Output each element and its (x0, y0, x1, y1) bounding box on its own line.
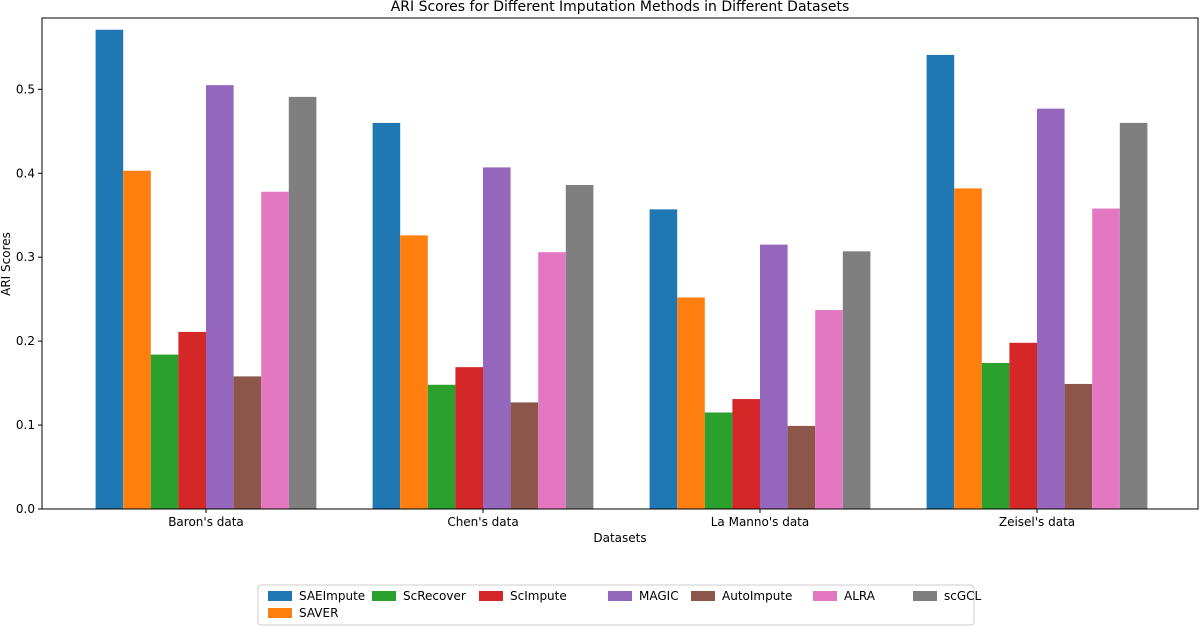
y-axis-label: ARI Scores (0, 232, 13, 296)
legend-swatch-scimpute (479, 591, 503, 601)
y-tick-label: 0.5 (16, 82, 35, 96)
bar-magic-0 (206, 85, 234, 510)
bar-alra-0 (261, 191, 289, 509)
legend-label-saver: SAVER (299, 606, 338, 620)
bar-screcover-2 (704, 412, 733, 509)
bar-magic-1 (483, 167, 511, 509)
bar-screcover-3 (981, 362, 1010, 509)
legend-label-screcover: ScRecover (403, 589, 466, 603)
legend-swatch-saver (268, 608, 292, 618)
bar-scimpute-3 (1009, 342, 1037, 509)
bar-autoimpute-1 (510, 402, 539, 509)
bar-saeimpute-0 (95, 29, 124, 509)
bar-saver-1 (400, 235, 428, 509)
legend: SAEImpute SAVER ScRecover ScImpute MAGIC Auto… (257, 584, 982, 626)
bar-scimpute-0 (178, 331, 206, 509)
bar-scimpute-1 (455, 367, 483, 509)
x-tick-label: Baron's data (168, 515, 244, 529)
y-tick-label: 0.2 (16, 334, 35, 348)
bar-autoimpute-3 (1064, 383, 1093, 509)
legend-swatch-screcover (372, 591, 396, 601)
x-tick-label: Chen's data (447, 515, 518, 529)
bar-magic-2 (760, 244, 788, 509)
legend-box (257, 584, 975, 626)
bar-alra-2 (815, 310, 843, 509)
y-axis: 0.0 0.1 0.2 0.3 0.4 0.5 (16, 82, 42, 516)
legend-label-autoimpute: AutoImpute (722, 589, 792, 603)
x-tick-label: Zeisel's data (999, 515, 1075, 529)
bar-autoimpute-2 (787, 425, 816, 509)
y-tick-label: 0.3 (16, 250, 35, 264)
legend-label-scgcl: scGCL (944, 589, 982, 603)
bars-group (95, 29, 1148, 510)
x-tick-label: La Manno's data (711, 515, 810, 529)
legend-swatch-autoimpute (691, 591, 715, 601)
plot-frame (41, 17, 1199, 510)
legend-label-saeimpute: SAEImpute (299, 589, 365, 603)
bar-scgcl-3 (1119, 122, 1148, 510)
legend-label-alra: ALRA (844, 589, 876, 603)
bar-saver-3 (954, 188, 982, 509)
legend-label-magic: MAGIC (639, 589, 679, 603)
bar-scgcl-2 (842, 251, 871, 510)
bar-magic-3 (1037, 108, 1065, 510)
bar-saver-0 (123, 170, 151, 509)
bar-saeimpute-2 (649, 209, 678, 509)
bar-saeimpute-3 (926, 54, 955, 509)
bar-scgcl-1 (565, 185, 594, 509)
bar-alra-1 (538, 252, 566, 509)
y-tick-label: 0.1 (16, 418, 35, 432)
legend-swatch-alra (813, 591, 837, 601)
x-axis-label: Datasets (593, 531, 646, 545)
bar-screcover-1 (427, 384, 456, 509)
legend-label-scimpute: ScImpute (510, 589, 567, 603)
bar-saver-2 (677, 297, 705, 509)
bar-scgcl-0 (288, 96, 317, 510)
y-tick-label: 0.4 (16, 166, 35, 180)
bar-autoimpute-0 (233, 376, 262, 509)
bar-scimpute-2 (732, 399, 760, 509)
chart-title: ARI Scores for Different Imputation Meth… (391, 0, 850, 15)
bar-alra-3 (1092, 208, 1120, 509)
legend-swatch-magic (608, 591, 632, 601)
bar-screcover-0 (150, 354, 179, 509)
legend-swatch-saeimpute (268, 591, 292, 601)
legend-swatch-scgcl (913, 591, 937, 601)
bar-saeimpute-1 (372, 122, 401, 510)
y-tick-label: 0.0 (16, 502, 35, 516)
x-axis: Baron's data Chen's data La Manno's data Ze… (168, 509, 1075, 529)
